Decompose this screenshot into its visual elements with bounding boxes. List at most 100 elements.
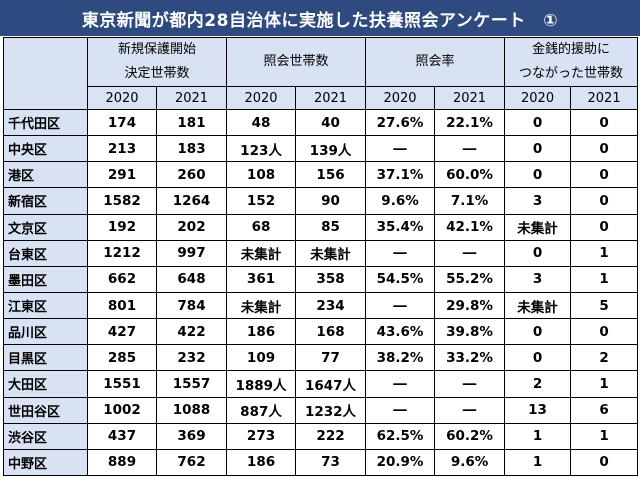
value-cell: 1212 bbox=[87, 239, 157, 267]
value-cell: 27.6% bbox=[365, 108, 436, 137]
value-cell: 29.8% bbox=[434, 291, 506, 320]
ward-name: 大田区 bbox=[3, 370, 88, 398]
table-row: 品川区 427 422 186 168 43.6% 39.8% 0 0 bbox=[3, 318, 639, 346]
value-cell: 202 bbox=[155, 213, 228, 241]
value-cell: 186 bbox=[226, 448, 297, 477]
header-new-households-line2: 決定世帯数 bbox=[124, 66, 190, 81]
value-cell: 361 bbox=[226, 265, 297, 293]
year-header: 2021 bbox=[295, 86, 367, 110]
value-cell: 1 bbox=[504, 448, 572, 477]
header-financial-aid-line2: つながった世帯数 bbox=[519, 66, 624, 81]
table-row: 台東区 1212 997 未集計 未集計 ― ― 0 1 bbox=[3, 239, 639, 267]
value-cell: 38.2% bbox=[365, 344, 436, 372]
ward-name: 墨田区 bbox=[3, 265, 88, 293]
ward-name: 渋谷区 bbox=[3, 422, 88, 450]
value-cell: 0 bbox=[504, 135, 572, 163]
header-inquiry-households-line1: 照会世帯数 bbox=[263, 54, 329, 69]
table-row: 江東区 801 784 未集計 234 ― 29.8% 未集計 5 bbox=[3, 291, 639, 320]
table-row: 世田谷区 1002 1088 887人 1232人 ― ― 13 6 bbox=[3, 396, 639, 424]
ward-name: 目黒区 bbox=[3, 344, 88, 372]
header-new-households-line1: 新規保護開始 bbox=[118, 42, 197, 57]
value-cell: 222 bbox=[295, 422, 367, 450]
year-header: 2021 bbox=[434, 86, 506, 110]
table-row: 中野区 889 762 186 73 20.9% 9.6% 1 0 bbox=[3, 448, 639, 477]
value-cell: 1088 bbox=[155, 396, 228, 424]
value-cell: 1264 bbox=[155, 187, 228, 215]
value-cell: 0 bbox=[570, 213, 639, 241]
value-cell: 232 bbox=[155, 344, 228, 372]
value-cell: 0 bbox=[570, 108, 639, 137]
header-inquiry-rate: 照会率 bbox=[365, 37, 506, 87]
value-cell: 1551 bbox=[87, 370, 157, 398]
ward-name: 中野区 bbox=[3, 448, 88, 477]
value-cell: 801 bbox=[87, 291, 157, 320]
value-cell: 0 bbox=[504, 239, 572, 267]
header-year-row: 2020 2021 2020 2021 2020 2021 2020 2021 bbox=[4, 86, 639, 110]
value-cell: 139人 bbox=[295, 135, 367, 163]
value-cell: 1557 bbox=[155, 370, 228, 398]
value-cell: 20.9% bbox=[365, 448, 436, 477]
value-cell: 108 bbox=[226, 161, 297, 189]
ward-header-cell bbox=[3, 37, 88, 110]
value-cell: 85 bbox=[295, 213, 367, 241]
value-cell: 43.6% bbox=[365, 318, 436, 346]
value-cell: 37.1% bbox=[365, 161, 436, 189]
value-cell: 39.8% bbox=[434, 318, 506, 346]
value-cell: ― bbox=[434, 396, 506, 424]
value-cell: 1 bbox=[570, 370, 639, 398]
value-cell: 285 bbox=[87, 344, 157, 372]
value-cell: 1647人 bbox=[295, 370, 367, 398]
value-cell: 6 bbox=[570, 396, 639, 424]
table-row: 港区 291 260 108 156 37.1% 60.0% 0 0 bbox=[3, 161, 639, 189]
value-cell: 77 bbox=[295, 344, 367, 372]
value-cell: 9.6% bbox=[434, 448, 506, 477]
value-cell: 273 bbox=[226, 422, 297, 450]
value-cell: 3 bbox=[504, 187, 572, 215]
value-cell: 73 bbox=[295, 448, 367, 477]
year-header: 2020 bbox=[504, 86, 572, 110]
table-row: 大田区 1551 1557 1889人 1647人 ― ― 2 1 bbox=[3, 370, 639, 398]
value-cell: 174 bbox=[87, 108, 157, 137]
value-cell: 68 bbox=[226, 213, 297, 241]
value-cell: 437 bbox=[87, 422, 157, 450]
value-cell: 422 bbox=[155, 318, 228, 346]
value-cell: 13 bbox=[504, 396, 572, 424]
value-cell: 1 bbox=[504, 422, 572, 450]
value-cell: 40 bbox=[295, 108, 367, 137]
value-cell: 未集計 bbox=[504, 213, 572, 241]
year-header: 2020 bbox=[87, 86, 157, 110]
value-cell: 648 bbox=[155, 265, 228, 293]
table-row: 中央区 213 183 123人 139人 ― ― 0 0 bbox=[3, 135, 639, 163]
value-cell: 9.6% bbox=[365, 187, 436, 215]
header-new-households: 新規保護開始 決定世帯数 bbox=[86, 37, 228, 87]
value-cell: 7.1% bbox=[434, 187, 506, 215]
value-cell: 90 bbox=[295, 187, 367, 215]
value-cell: 889 bbox=[87, 448, 157, 477]
value-cell: 762 bbox=[155, 448, 228, 477]
value-cell: 0 bbox=[570, 448, 639, 477]
value-cell: 369 bbox=[155, 422, 228, 450]
value-cell: 60.2% bbox=[434, 422, 506, 450]
value-cell: 0 bbox=[570, 161, 639, 189]
value-cell: 213 bbox=[87, 135, 157, 163]
year-header: 2021 bbox=[155, 86, 228, 110]
value-cell: 60.0% bbox=[434, 161, 506, 189]
value-cell: 3 bbox=[504, 265, 572, 293]
value-cell: 109 bbox=[226, 344, 297, 372]
value-cell: 358 bbox=[295, 265, 367, 293]
value-cell: 0 bbox=[504, 108, 572, 137]
value-cell: 1889人 bbox=[226, 370, 297, 398]
value-cell: ― bbox=[365, 370, 436, 398]
table-row: 千代田区 174 181 48 40 27.6% 22.1% 0 0 bbox=[3, 108, 639, 137]
value-cell: 未集計 bbox=[226, 239, 297, 267]
header-inquiry-rate-line1: 照会率 bbox=[415, 54, 455, 69]
value-cell: 2 bbox=[504, 370, 572, 398]
value-cell: 168 bbox=[295, 318, 367, 346]
value-cell: ― bbox=[365, 239, 436, 267]
value-cell: ― bbox=[434, 370, 506, 398]
value-cell: 0 bbox=[504, 318, 572, 346]
value-cell: 2 bbox=[570, 344, 639, 372]
value-cell: 55.2% bbox=[434, 265, 506, 293]
ward-name: 台東区 bbox=[3, 239, 88, 267]
value-cell: 181 bbox=[155, 108, 228, 137]
